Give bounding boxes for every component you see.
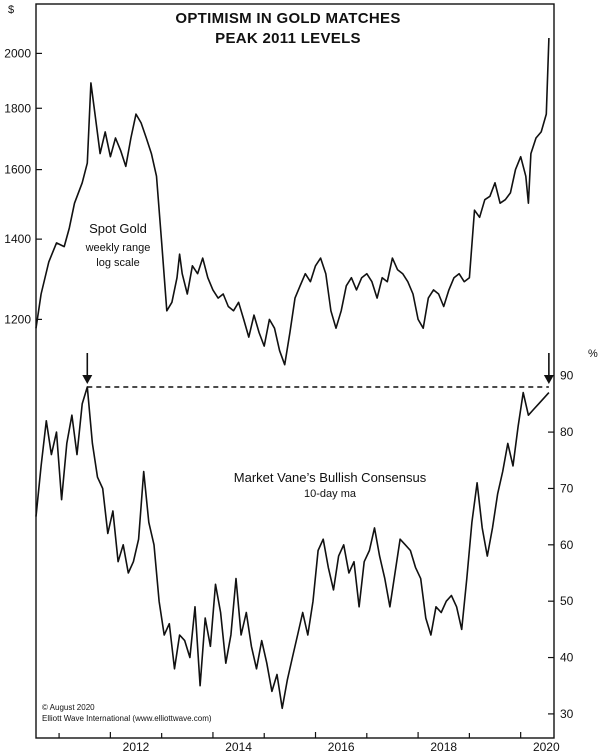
plot-frame xyxy=(35,3,555,739)
gold-y-axis: 1200 1400 1600 1800 2000 xyxy=(4,46,42,326)
gold-annotation-sub-2: log scale xyxy=(96,257,139,269)
x-tick-label: 2012 xyxy=(123,740,150,752)
chart-subtitle: PEAK 2011 LEVELS xyxy=(215,30,361,47)
consensus-y-tick-label: 80 xyxy=(560,425,574,439)
gold-y-tick-label: 1800 xyxy=(4,101,31,115)
gold-y-tick-label: 1200 xyxy=(4,312,31,326)
x-tick-label: 2018 xyxy=(430,740,457,752)
bullish-consensus-series-line xyxy=(35,386,550,710)
consensus-y-tick-label: 70 xyxy=(560,481,574,495)
footer-copyright: © August 2020 xyxy=(42,703,95,712)
gold-y-tick-label: 2000 xyxy=(4,46,31,60)
gold-unit-label: $ xyxy=(8,4,14,16)
consensus-y-tick-label: 90 xyxy=(560,369,574,383)
spot-gold-series-line xyxy=(35,37,550,366)
gold-annotation: Spot Gold xyxy=(89,221,147,236)
consensus-annotation-sub: 10-day ma xyxy=(304,488,357,500)
x-tick-label: 2014 xyxy=(225,740,252,752)
gold-y-tick-label: 1400 xyxy=(4,232,31,246)
peak-arrow-head xyxy=(82,375,93,384)
consensus-unit-label: % xyxy=(588,348,598,360)
consensus-y-tick-label: 60 xyxy=(560,538,574,552)
peak-markers xyxy=(82,353,554,384)
x-tick-label: 2020 xyxy=(533,740,560,752)
peak-arrow-head xyxy=(543,375,554,384)
x-axis: 2012 2014 2016 2018 2020 xyxy=(58,732,560,752)
x-tick-label: 2016 xyxy=(328,740,355,752)
gold-y-tick-label: 1600 xyxy=(4,163,31,177)
consensus-annotation: Market Vane’s Bullish Consensus xyxy=(234,470,427,485)
consensus-y-axis: 30 40 50 60 70 80 90 xyxy=(548,369,574,721)
consensus-y-tick-label: 50 xyxy=(560,594,574,608)
consensus-y-tick-label: 40 xyxy=(560,651,574,665)
consensus-y-tick-label: 30 xyxy=(560,707,574,721)
chart-title: OPTIMISM IN GOLD MATCHES xyxy=(175,10,400,27)
gold-annotation-sub-1: weekly range xyxy=(85,242,151,254)
footer-source: Elliott Wave International (www.elliottw… xyxy=(42,714,212,723)
